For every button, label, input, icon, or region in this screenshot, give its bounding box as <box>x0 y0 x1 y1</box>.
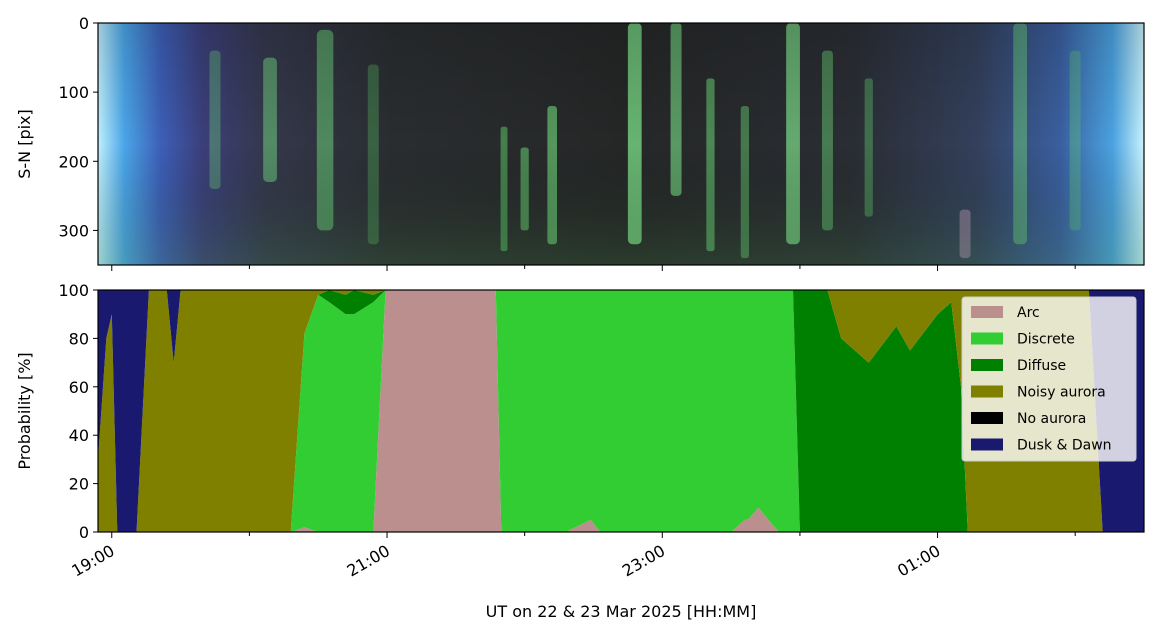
legend-items: Arc Discrete Diffuse Noisy aurora No aurora D… <box>971 305 1112 454</box>
probability-x-tick-label: 23:00 <box>619 541 668 581</box>
keogram-y-tick-label: 300 <box>58 221 89 240</box>
keogram-panel: 0 100 200 300 S-N [pix] <box>15 14 1145 271</box>
legend-label: No aurora <box>1017 411 1086 427</box>
keogram-frame <box>97 22 1145 266</box>
probability-x-label: UT on 22 & 23 Mar 2025 [HH:MM] <box>486 602 757 621</box>
legend-label: Noisy aurora <box>1017 385 1106 401</box>
area-discrete <box>98 290 1144 532</box>
legend-frame <box>961 296 1137 462</box>
probability-y-tick-label: 60 <box>69 378 89 397</box>
keogram-y-tick-label: 0 <box>79 14 89 33</box>
keogram-y-tick-label: 200 <box>58 152 89 171</box>
keogram-x-axis <box>111 265 1076 271</box>
probability-panel: 0 20 40 60 80 100 19:00 21:00 23:00 01:00 Probab… <box>15 281 1145 621</box>
probability-y-tick-label: 20 <box>69 475 89 494</box>
keogram-y-label: S-N [pix] <box>15 109 34 179</box>
legend-swatch <box>971 359 1003 371</box>
probability-x-tick-label: 19:00 <box>68 541 117 581</box>
legend: Arc Discrete Diffuse Noisy aurora No aurora D… <box>961 296 1137 462</box>
legend-swatch <box>971 412 1003 424</box>
legend-swatch <box>971 332 1003 345</box>
area-diffuse <box>98 290 1144 532</box>
probability-x-tick-label: 01:00 <box>894 541 943 581</box>
probability-y-label: Probability [%] <box>15 352 34 469</box>
legend-label: Arc <box>1017 305 1040 321</box>
probability-y-axis: 0 20 40 60 80 100 <box>58 281 98 542</box>
legend-label: Discrete <box>1017 332 1075 348</box>
keogram-y-axis: 0 100 200 300 <box>58 14 98 240</box>
keogram-y-tick-label: 100 <box>58 83 89 102</box>
legend-swatch <box>971 385 1003 398</box>
keogram-shading <box>98 23 1144 265</box>
legend-swatch <box>971 306 1003 318</box>
probability-frame <box>97 289 1145 533</box>
legend-swatch <box>971 438 1003 451</box>
probability-x-axis: 19:00 21:00 23:00 01:00 <box>68 532 1076 581</box>
probability-x-tick-label: 21:00 <box>344 541 393 581</box>
probability-y-tick-label: 100 <box>58 281 89 300</box>
probability-y-tick-label: 80 <box>69 329 89 348</box>
probability-y-tick-label: 0 <box>79 523 89 542</box>
legend-label: Dusk & Dawn <box>1017 438 1112 454</box>
probability-y-tick-label: 40 <box>69 426 89 445</box>
legend-label: Diffuse <box>1017 358 1066 374</box>
